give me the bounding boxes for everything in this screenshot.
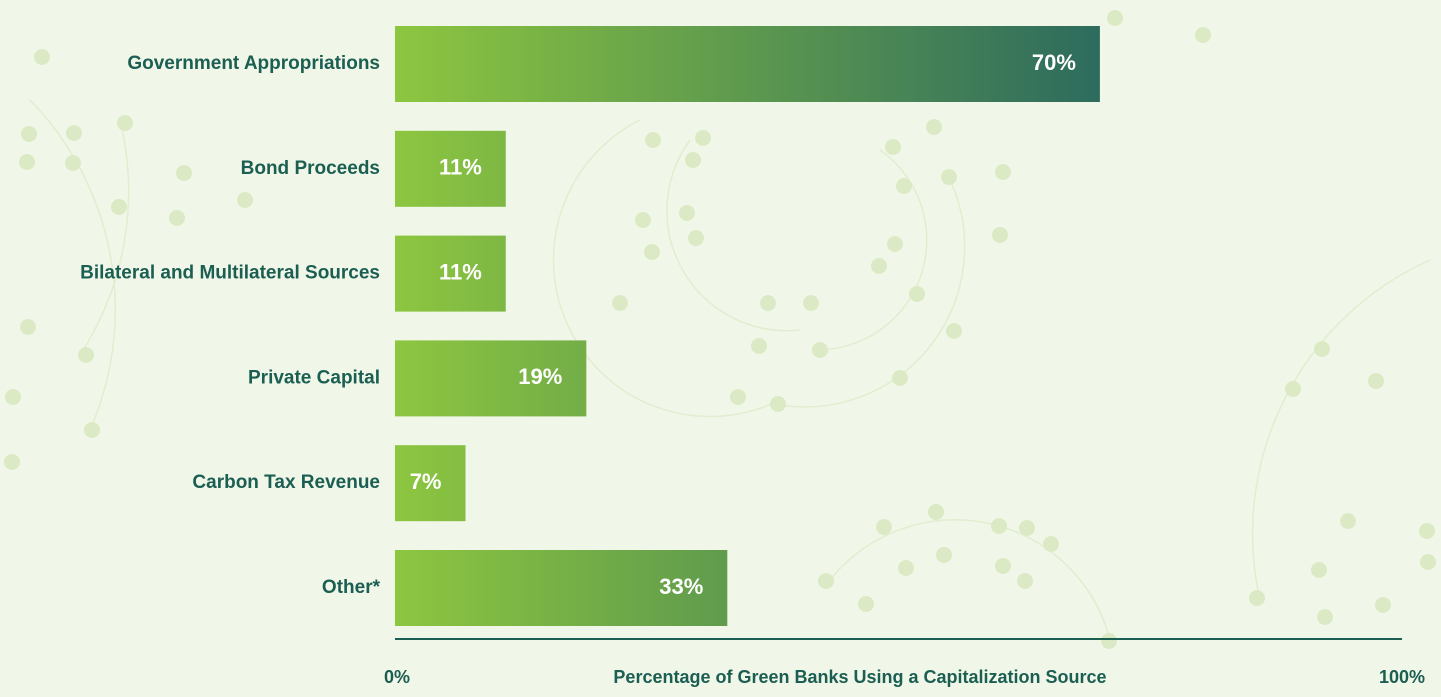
category-label: Government Appropriations	[127, 53, 380, 74]
x-tick-label: 0%	[384, 667, 410, 687]
bar	[395, 26, 1100, 102]
bar	[395, 130, 506, 207]
x-axis-title: Percentage of Green Banks Using a Capita…	[613, 667, 1106, 687]
value-label: 11%	[439, 155, 482, 180]
value-label: 7%	[410, 469, 442, 494]
bar	[395, 445, 466, 522]
category-label: Bilateral and Multilateral Sources	[80, 263, 380, 284]
background-decoration	[4, 10, 1436, 649]
category-label: Bond Proceeds	[241, 158, 380, 179]
category-label: Carbon Tax Revenue	[192, 472, 380, 493]
value-label: 11%	[439, 259, 482, 284]
bar	[395, 550, 728, 626]
x-tick-label: 100%	[1379, 667, 1425, 687]
category-label: Private Capital	[248, 367, 380, 388]
category-label: Other*	[322, 577, 381, 598]
value-label: 33%	[659, 574, 703, 599]
value-label: 70%	[1032, 50, 1076, 75]
bar	[395, 340, 587, 417]
bar	[395, 235, 506, 312]
value-label: 19%	[518, 364, 562, 389]
